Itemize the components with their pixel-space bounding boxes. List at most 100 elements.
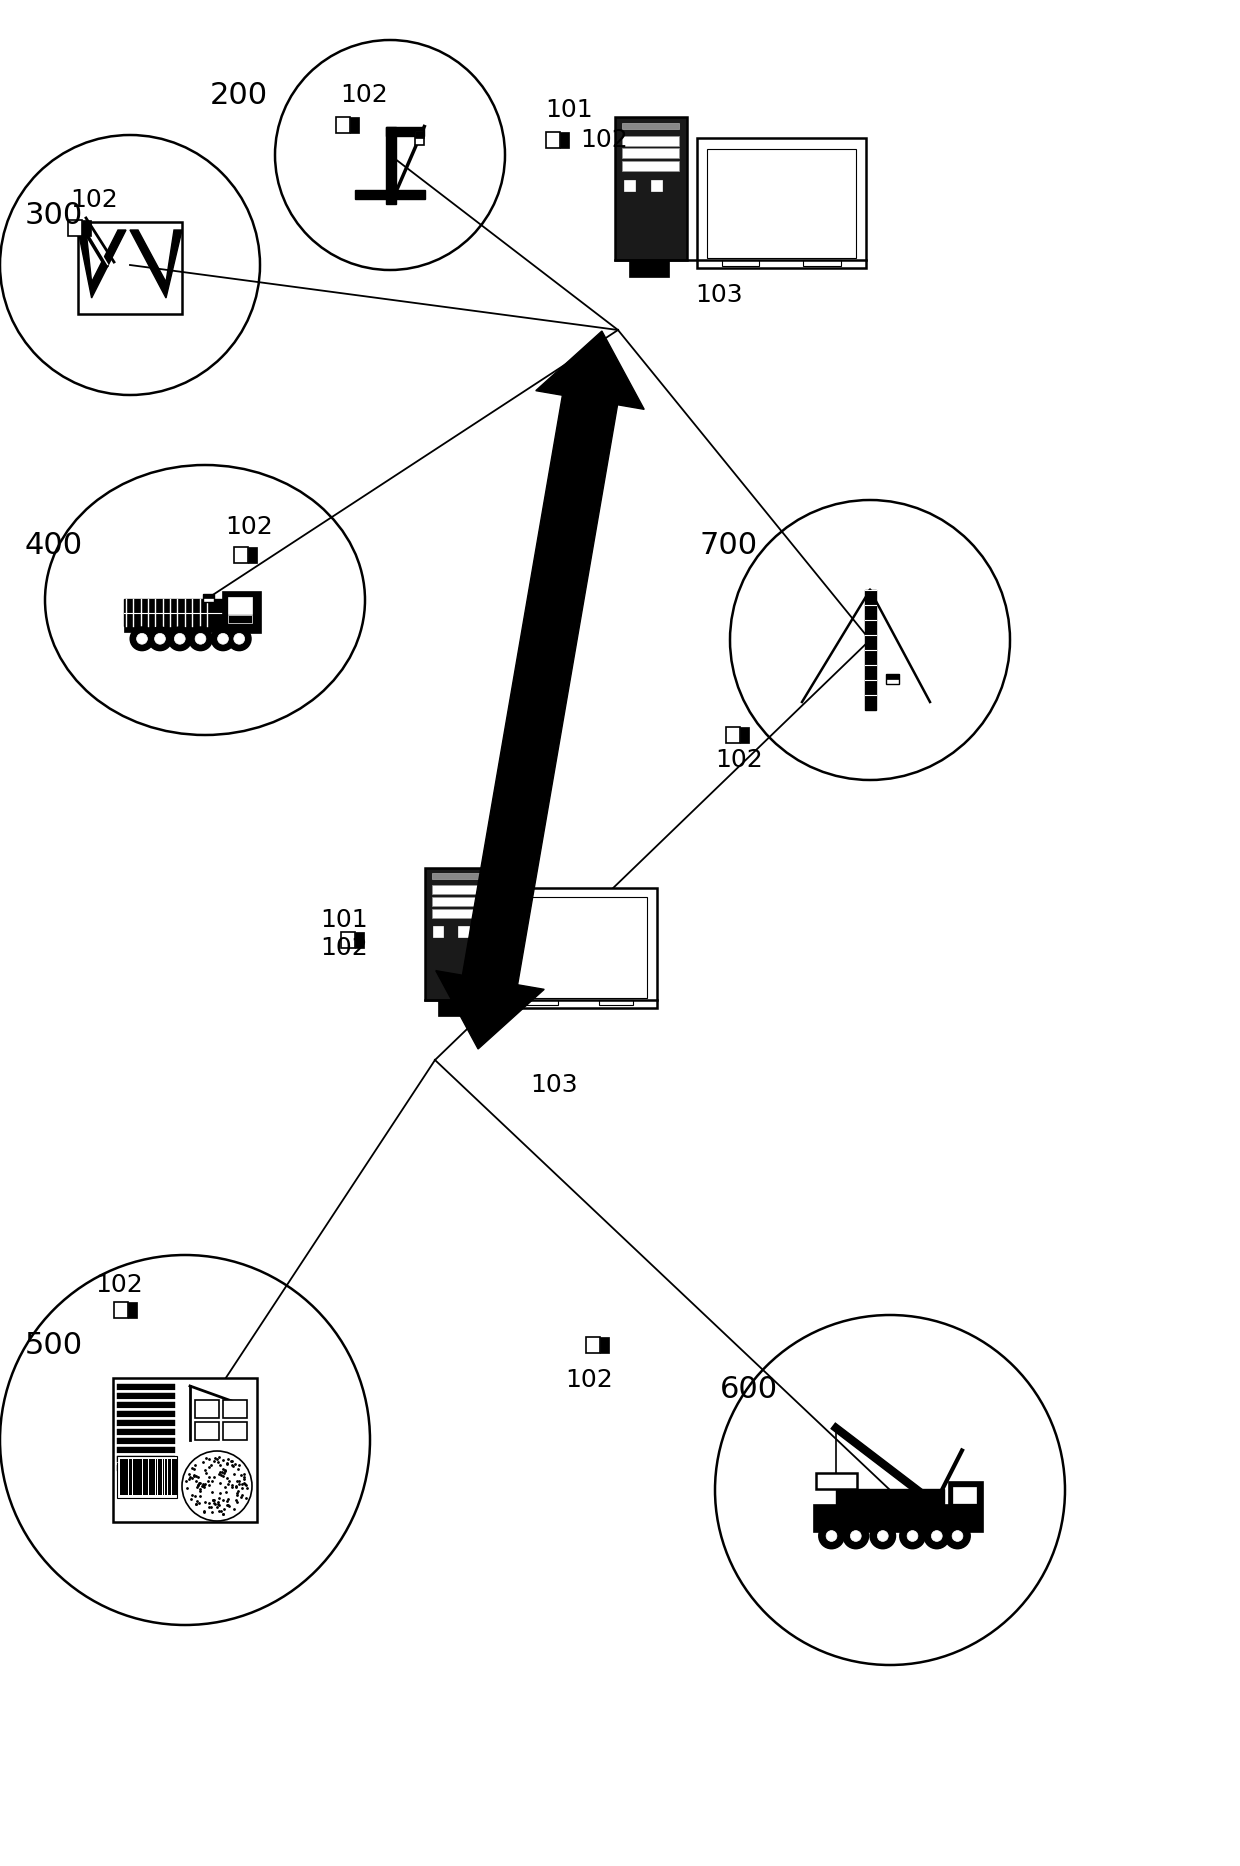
- Bar: [233, 547, 248, 564]
- Text: 101: 101: [320, 909, 367, 931]
- Circle shape: [136, 633, 148, 644]
- Bar: [113, 1377, 257, 1523]
- Bar: [223, 592, 260, 633]
- Circle shape: [870, 1523, 895, 1549]
- Bar: [432, 873, 485, 879]
- Bar: [432, 884, 485, 894]
- Text: 102: 102: [715, 748, 763, 773]
- Bar: [813, 1504, 954, 1532]
- Bar: [336, 118, 350, 132]
- Bar: [804, 259, 841, 265]
- Circle shape: [217, 633, 228, 644]
- Bar: [128, 1302, 136, 1317]
- Circle shape: [908, 1530, 918, 1541]
- Bar: [560, 132, 569, 147]
- Ellipse shape: [715, 1316, 1065, 1664]
- Bar: [415, 131, 424, 138]
- Ellipse shape: [0, 134, 260, 396]
- Circle shape: [945, 1523, 970, 1549]
- Text: 600: 600: [720, 1375, 779, 1405]
- Bar: [114, 1302, 128, 1317]
- Bar: [138, 1459, 143, 1495]
- Bar: [203, 593, 215, 597]
- Ellipse shape: [275, 39, 505, 271]
- Bar: [117, 1465, 175, 1470]
- Text: 103: 103: [529, 1073, 578, 1097]
- Text: 300: 300: [25, 200, 83, 230]
- Text: 102: 102: [69, 188, 118, 213]
- Circle shape: [155, 633, 165, 644]
- Bar: [510, 898, 647, 998]
- Bar: [355, 190, 425, 200]
- Bar: [117, 1411, 175, 1416]
- Circle shape: [175, 633, 185, 644]
- Bar: [651, 179, 662, 192]
- Text: 200: 200: [210, 80, 268, 110]
- Bar: [203, 593, 215, 603]
- Bar: [887, 674, 899, 683]
- Circle shape: [227, 627, 250, 651]
- Bar: [157, 1459, 162, 1495]
- Polygon shape: [463, 396, 618, 985]
- Circle shape: [188, 627, 212, 651]
- Bar: [622, 136, 680, 146]
- Bar: [355, 931, 363, 948]
- Polygon shape: [435, 970, 544, 1049]
- Circle shape: [952, 1530, 963, 1541]
- Bar: [117, 1429, 175, 1435]
- Bar: [954, 1487, 976, 1502]
- Bar: [223, 1422, 247, 1441]
- Circle shape: [900, 1523, 925, 1549]
- Bar: [697, 138, 866, 269]
- Bar: [195, 1422, 219, 1441]
- Bar: [341, 931, 355, 948]
- Bar: [68, 220, 82, 235]
- Polygon shape: [78, 230, 126, 299]
- Text: 700: 700: [701, 530, 758, 560]
- Text: 102: 102: [340, 82, 388, 106]
- Circle shape: [234, 633, 244, 644]
- Bar: [600, 1338, 609, 1353]
- Circle shape: [130, 627, 154, 651]
- Bar: [117, 1446, 175, 1454]
- Circle shape: [818, 1523, 844, 1549]
- Bar: [415, 131, 424, 146]
- Bar: [124, 1459, 126, 1495]
- Circle shape: [211, 627, 234, 651]
- Bar: [117, 1420, 175, 1426]
- Bar: [458, 926, 469, 937]
- Bar: [228, 597, 252, 614]
- Bar: [866, 590, 875, 709]
- Text: 101: 101: [546, 99, 593, 121]
- Bar: [740, 728, 749, 743]
- Text: 102: 102: [95, 1273, 143, 1297]
- Bar: [501, 888, 657, 1008]
- Bar: [129, 1459, 133, 1495]
- Bar: [622, 149, 680, 159]
- Bar: [117, 1394, 175, 1400]
- Bar: [615, 118, 687, 259]
- Bar: [117, 1401, 175, 1409]
- Text: 102: 102: [580, 129, 627, 151]
- Ellipse shape: [730, 500, 1011, 780]
- Bar: [386, 127, 396, 203]
- Bar: [629, 259, 668, 278]
- Bar: [124, 625, 223, 631]
- Bar: [149, 1459, 153, 1495]
- Bar: [949, 1482, 982, 1532]
- Polygon shape: [130, 230, 182, 299]
- Bar: [248, 547, 257, 564]
- Bar: [722, 246, 841, 256]
- Bar: [433, 926, 444, 937]
- Bar: [165, 1459, 167, 1495]
- Circle shape: [182, 1452, 252, 1521]
- Text: 400: 400: [25, 530, 83, 560]
- Bar: [144, 1459, 146, 1495]
- Ellipse shape: [45, 465, 365, 735]
- Bar: [836, 1489, 944, 1504]
- Circle shape: [843, 1523, 868, 1549]
- Bar: [525, 1000, 558, 1006]
- Bar: [78, 222, 182, 313]
- Circle shape: [924, 1523, 950, 1549]
- Circle shape: [149, 627, 171, 651]
